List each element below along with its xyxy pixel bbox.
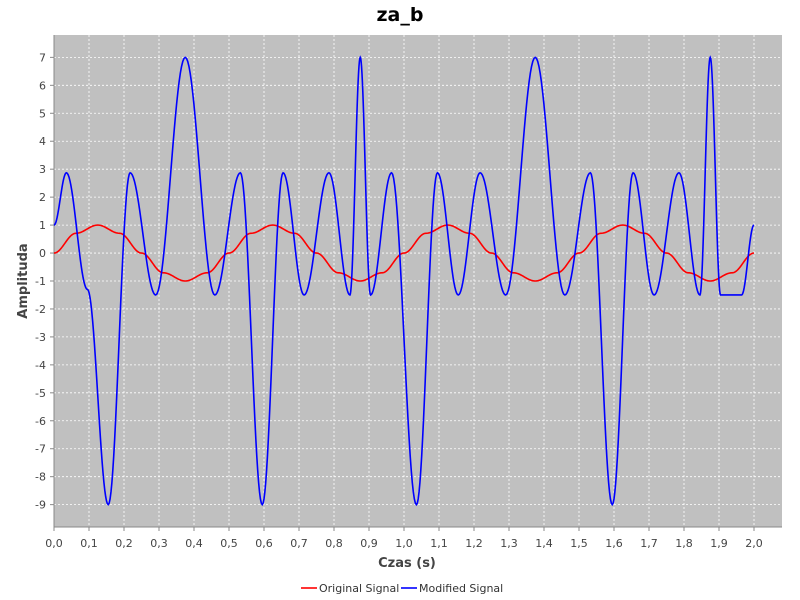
- x-tick-label: 0,5: [220, 537, 238, 550]
- y-tick-label: -5: [35, 387, 46, 400]
- y-tick-label: 2: [39, 191, 46, 204]
- series-line-original-signal: [53, 224, 755, 282]
- x-tick-label: 0,0: [45, 537, 63, 550]
- y-tick-label: 3: [39, 163, 46, 176]
- y-tick-label: 7: [39, 51, 46, 64]
- y-tick-label: -3: [35, 331, 46, 344]
- x-tick-label: 1,1: [430, 537, 448, 550]
- y-tick-label: -4: [35, 359, 46, 372]
- x-tick-label: 0,1: [80, 537, 98, 550]
- y-tick-label: 4: [39, 135, 46, 148]
- x-axis-label: Czas (s): [378, 556, 436, 571]
- y-tick-label: 0: [39, 247, 46, 260]
- y-tick-label: 1: [39, 219, 46, 232]
- x-tick-label: 1,9: [710, 537, 728, 550]
- y-tick-label: 6: [39, 79, 46, 92]
- y-tick-label: 5: [39, 107, 46, 120]
- x-tick-label: 0,2: [115, 537, 133, 550]
- x-tick-label: 0,4: [185, 537, 203, 550]
- legend-label-modified-signal: Modified Signal: [419, 582, 503, 595]
- y-axis-label: Amplituda: [16, 243, 31, 318]
- x-tick-label: 0,8: [325, 537, 343, 550]
- x-tick-label: 1,5: [570, 537, 588, 550]
- x-tick-label: 0,9: [360, 537, 378, 550]
- chart-title: za_b: [377, 4, 424, 26]
- x-tick-label: 1,3: [500, 537, 518, 550]
- axes: 0,0 0,1 0,2 0,3 0,4 0,5 0,6 0,7 0,8 0,9 1,0 1,1 1,2 1…: [35, 35, 782, 550]
- x-tick-label: 0,6: [255, 537, 273, 550]
- legend-label-original-signal: Original Signal: [319, 582, 399, 595]
- y-tick-label: -6: [35, 415, 46, 428]
- legend: Original Signal Modified Signal: [301, 582, 503, 595]
- y-tick-label: -8: [35, 471, 46, 484]
- x-tick-label: 1,0: [395, 537, 413, 550]
- x-tick-label: 0,7: [290, 537, 308, 550]
- x-tick-label: 1,6: [605, 537, 623, 550]
- x-tick-label: 1,8: [675, 537, 693, 550]
- series-line-modified-signal: [53, 55, 755, 507]
- x-tick-label: 1,7: [640, 537, 658, 550]
- y-tick-label: -1: [35, 275, 46, 288]
- y-tick-label: -9: [35, 499, 46, 512]
- series-layer: [53, 55, 755, 507]
- x-tick-label: 1,4: [535, 537, 553, 550]
- y-tick-label: -7: [35, 443, 46, 456]
- x-tick-label: 1,2: [465, 537, 483, 550]
- x-tick-label: 2,0: [745, 537, 763, 550]
- x-tick-label: 0,3: [150, 537, 168, 550]
- y-tick-label: -2: [35, 303, 46, 316]
